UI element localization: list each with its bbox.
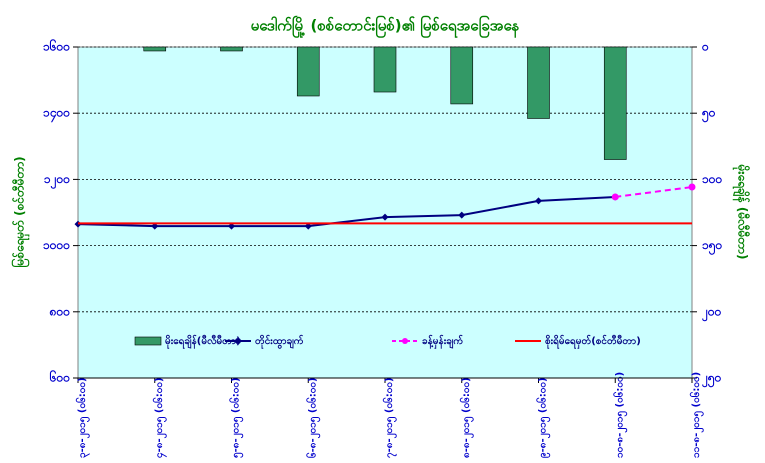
line: [615, 186, 693, 198]
legend-label: တိုင်းထွာချက်: [255, 334, 304, 350]
y-axis-title: မြစ်ရေမှတ် (စင်တီမီတာ): [10, 156, 31, 267]
bar: [527, 46, 550, 119]
x-tick-label: ၆-၈-၂၀၁၅ (၀၆:၀၀): [305, 377, 321, 458]
x-tick-label: ၁၁-၈-၂၀၁၅ (၀၆:၀၀): [689, 372, 705, 458]
y2-tick-label: ၁၀၀: [702, 172, 723, 186]
bar: [373, 46, 397, 93]
point: [611, 193, 619, 201]
y-tick-label: ၁၂၀၀: [44, 172, 70, 190]
chart-title: မဒေါက်မြို့ (စစ်တောင်းမြစ်)၏ မြစ်ရေအခြေအ…: [251, 15, 520, 39]
bar: [450, 46, 474, 105]
x-tick-label: ၉-၈-၂၀၁၅ (၀၆:၀၀): [536, 377, 552, 458]
bar: [143, 46, 167, 52]
line: [77, 195, 616, 228]
point: [458, 211, 466, 219]
y-tick-label: ၆၀၀: [49, 369, 71, 385]
x-tick-label: ၄-၈-၂၀၁၅ (၀၆:၀၀): [152, 377, 168, 458]
y2-tick-label: ၁၅၀: [702, 238, 723, 256]
y2-tick-label: ၀: [701, 40, 709, 54]
y-tick-label: ၁၆၀၀: [43, 38, 70, 54]
y2-tick-label: ၂၅၀: [701, 371, 722, 389]
legend-marker: [402, 338, 408, 344]
y-tick-label: ၁၀၀၀: [43, 238, 70, 252]
bar: [296, 46, 320, 97]
y-tick-label: ၁၄၀၀: [43, 106, 70, 124]
x-tick-label: ၁၀-၈-၂၀၁၅ (၀၆:၀၀): [612, 372, 628, 458]
legend-label: မိုးရေချိန်(မီလီမီတာ): [165, 334, 241, 350]
point: [535, 197, 542, 205]
plot-area: [77, 46, 693, 379]
legend-marker: [235, 338, 241, 344]
x-tick-label: ၃-၈-၂၀၁၅ (၀၆:၀၀): [75, 377, 91, 458]
x-tick-label: ၈-၈-၂၀၁၅ (၀၆:၀၀): [459, 377, 475, 458]
legend-label: ခန့်မှန်းချက်: [422, 334, 463, 350]
y2-tick-label: ၂၀၀: [701, 304, 722, 322]
legend-label: စိုးရိမ်ရေမှတ်(စင်တီမီတာ): [545, 334, 641, 350]
y-tick-label: ၈၀၀: [49, 304, 71, 318]
point: [381, 213, 389, 221]
x-tick-label: ၅-၈-၂၀၁၅ (၀၆:၀၀): [229, 377, 245, 458]
x-tick-label: ၇-၈-၂၀၁၅ (၀၆:၀၀): [382, 377, 398, 459]
y2-axis-title: မိုးရေချိန် (မီလီမီတာ): [732, 164, 752, 260]
bar: [603, 46, 627, 160]
point: [688, 183, 696, 191]
bar: [220, 46, 243, 52]
y2-tick-label: ၅၀: [701, 106, 716, 124]
legend-swatch: [134, 336, 162, 346]
